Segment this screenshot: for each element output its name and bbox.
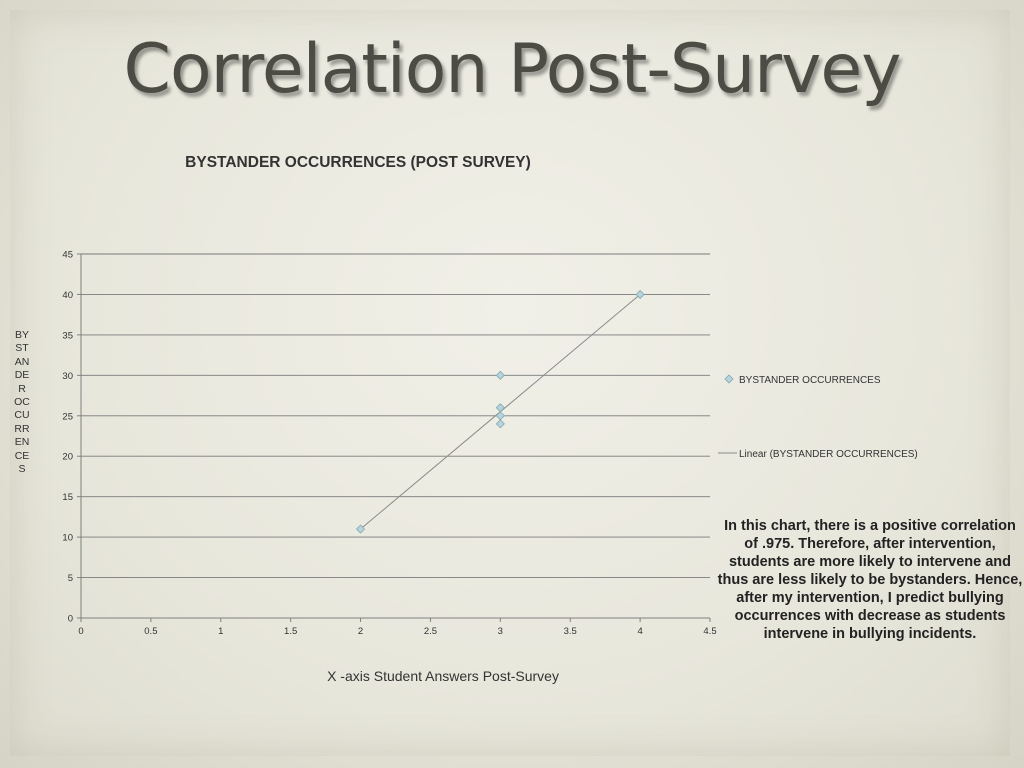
data-point — [495, 403, 505, 413]
plot-area — [80, 254, 710, 619]
y-tick-label: 35 — [62, 330, 73, 341]
x-tick-label: 3 — [498, 626, 503, 637]
y-tick-label: 5 — [68, 573, 73, 584]
x-tick-label: 2.5 — [424, 626, 437, 637]
y-tick-label: 20 — [62, 452, 73, 463]
y-tick-label: 10 — [62, 533, 73, 544]
y-tick-label: 40 — [62, 290, 73, 301]
legend-label-linear: Linear (BYSTANDER OCCURRENCES) — [739, 449, 918, 460]
x-tick-label: 4.5 — [703, 626, 716, 637]
legend-label-points: BYSTANDER OCCURRENCES — [739, 375, 881, 386]
data-point — [635, 289, 645, 300]
chart-explanation-text: In this chart, there is a positive corre… — [717, 518, 1023, 642]
y-tick-label: 15 — [62, 492, 73, 503]
y-axis-title: BYSTANDER OCCURRENCES — [14, 329, 30, 476]
x-tick-label: 0 — [78, 626, 83, 637]
x-axis-title: X -axis Student Answers Post-Survey — [327, 668, 559, 684]
slide-title: Correlation Post-Survey — [123, 30, 902, 109]
x-tick-label: 2 — [358, 626, 363, 637]
y-tick-label: 30 — [62, 371, 73, 382]
legend: BYSTANDER OCCURRENCES Linear (BYSTANDER … — [718, 374, 918, 460]
x-tick-label: 3.5 — [564, 626, 577, 637]
data-point — [495, 411, 505, 421]
legend-item-points: BYSTANDER OCCURRENCES — [724, 374, 881, 386]
x-tick-label: 1 — [218, 626, 223, 637]
y-tick-label: 0 — [68, 614, 73, 625]
slide-background — [10, 10, 1010, 756]
x-tick-label: 1.5 — [284, 626, 297, 637]
x-tick-label: 4 — [637, 626, 642, 637]
legend-item-linear: Linear (BYSTANDER OCCURRENCES) — [718, 449, 918, 460]
y-tick-label: 45 — [62, 250, 73, 261]
y-tick-label: 25 — [62, 411, 73, 422]
legend-marker-diamond — [724, 374, 734, 384]
data-point — [495, 419, 505, 429]
data-point — [355, 524, 366, 534]
data-point — [495, 370, 505, 380]
chart-title: BYSTANDER OCCURRENCES (POST SURVEY) — [185, 154, 531, 171]
x-tick-label: 0.5 — [144, 626, 157, 637]
